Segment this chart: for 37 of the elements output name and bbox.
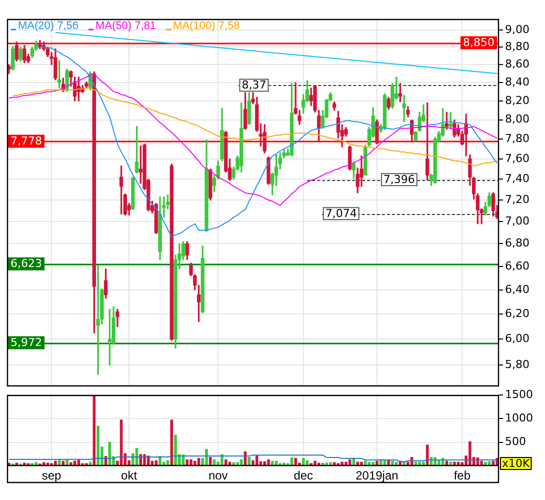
y-tick-label: 7,40 bbox=[505, 172, 530, 186]
x-tick-label: nov bbox=[208, 468, 228, 483]
y-tick-label: 9,00 bbox=[505, 22, 530, 36]
y-tick-label: 500 bbox=[505, 435, 526, 448]
legend-label: MA(100) 7,58 bbox=[173, 20, 240, 32]
y-tick-label: 5,80 bbox=[505, 358, 530, 371]
y-tick-label: 6,60 bbox=[505, 259, 530, 272]
y-tick-label: 8,00 bbox=[505, 112, 530, 126]
x-tick-label: 2019jan bbox=[356, 468, 398, 483]
ref-line-label: 7,396 bbox=[383, 173, 415, 186]
x-tick-label: sep bbox=[42, 468, 62, 483]
ref-line-label: 8,37 bbox=[242, 78, 266, 92]
legend-label: MA(20) 7,56 bbox=[18, 20, 79, 32]
y-tick-label: 6,00 bbox=[505, 332, 530, 346]
x-tick-label: dec bbox=[294, 468, 314, 483]
x-tick-label: feb bbox=[454, 468, 471, 483]
legend-label: MA(50) 7,81 bbox=[96, 20, 156, 32]
ref-line-label: 5,972 bbox=[10, 336, 42, 350]
y-axis-title: x10K bbox=[502, 456, 531, 470]
y-tick-label: 7,80 bbox=[505, 132, 530, 145]
y-tick-label: 7,20 bbox=[505, 193, 530, 206]
y-tick-label: 1500 bbox=[505, 388, 533, 401]
y-tick-label: 1000 bbox=[505, 412, 533, 425]
ref-line-label: 7,778 bbox=[10, 134, 42, 148]
x-tick-label: okt bbox=[121, 468, 138, 483]
y-tick-label: 7,60 bbox=[505, 152, 530, 165]
y-tick-label: 6,40 bbox=[505, 282, 530, 296]
y-tick-label: 6,80 bbox=[505, 236, 530, 250]
ref-line-label: 6,623 bbox=[10, 257, 42, 270]
y-tick-label: 8,80 bbox=[505, 40, 530, 53]
y-tick-label: 8,60 bbox=[505, 57, 530, 70]
y-tick-label: 8,20 bbox=[505, 94, 530, 107]
y-tick-label: 7,00 bbox=[505, 214, 530, 228]
ref-line-label: 7,074 bbox=[325, 206, 357, 220]
y-tick-label: 8,40 bbox=[505, 75, 530, 88]
y-tick-label: 6,20 bbox=[505, 307, 530, 320]
ref-line-label: 8,850 bbox=[463, 36, 495, 50]
